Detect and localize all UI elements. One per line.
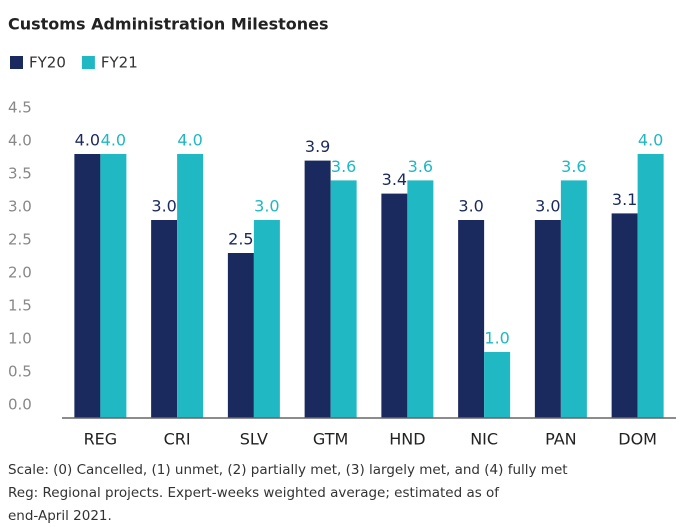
footnote: Scale: (0) Cancelled, (1) unmet, (2) par…: [8, 462, 568, 478]
bar: [560, 180, 587, 418]
value-label: 3.0: [535, 197, 560, 216]
bar: [151, 220, 178, 418]
y-tick-label: 1.0: [8, 330, 32, 348]
legend-swatch: [10, 56, 23, 69]
value-label: 3.6: [408, 157, 433, 176]
bar: [304, 160, 331, 418]
y-tick-label: 2.5: [8, 231, 32, 249]
bar: [637, 154, 664, 418]
x-tick-label: CRI: [164, 430, 191, 449]
value-label: 3.4: [382, 170, 407, 189]
y-tick-label: 0.5: [8, 363, 32, 381]
bar: [100, 154, 127, 418]
bar: [458, 220, 485, 418]
value-label: 4.0: [101, 131, 126, 150]
y-tick-label: 4.5: [8, 99, 32, 117]
chart-title: Customs Administration Milestones: [8, 15, 329, 34]
bar: [611, 213, 638, 418]
x-tick-label: REG: [84, 430, 118, 449]
bar: [253, 220, 280, 418]
bar: [227, 253, 254, 418]
y-tick-label: 3.0: [8, 198, 32, 216]
legend-swatch: [81, 56, 95, 69]
footnote: end-April 2021.: [8, 508, 112, 524]
x-tick-label: GTM: [313, 430, 348, 449]
bar: [177, 154, 204, 418]
x-tick-label: PAN: [545, 430, 577, 449]
value-label: 3.1: [612, 190, 637, 209]
bar: [74, 154, 101, 418]
bar: [407, 180, 434, 418]
value-label: 3.0: [458, 197, 483, 216]
bar: [534, 220, 561, 418]
legend-label: FY21: [101, 54, 138, 72]
value-label: 4.0: [75, 131, 100, 150]
value-label: 3.6: [331, 157, 356, 176]
x-tick-label: SLV: [240, 430, 268, 449]
y-tick-label: 2.0: [8, 264, 32, 282]
value-label: 1.0: [484, 329, 509, 348]
x-tick-label: HND: [389, 430, 425, 449]
x-tick-label: NIC: [470, 430, 498, 449]
y-tick-label: 4.0: [8, 132, 32, 150]
y-tick-label: 0.0: [8, 396, 32, 414]
value-label: 3.9: [305, 137, 330, 156]
x-tick-label: DOM: [618, 430, 657, 449]
value-label: 3.6: [561, 157, 586, 176]
y-tick-label: 1.5: [8, 297, 32, 315]
bar: [381, 193, 408, 418]
footnote: Reg: Regional projects. Expert-weeks wei…: [8, 485, 500, 501]
value-label: 4.0: [638, 131, 663, 150]
value-label: 2.5: [228, 230, 253, 249]
value-label: 3.0: [254, 197, 279, 216]
y-tick-label: 3.5: [8, 165, 32, 183]
bar: [330, 180, 357, 418]
value-label: 3.0: [151, 197, 176, 216]
value-label: 4.0: [177, 131, 202, 150]
bar: [484, 352, 511, 418]
legend-label: FY20: [29, 54, 66, 72]
